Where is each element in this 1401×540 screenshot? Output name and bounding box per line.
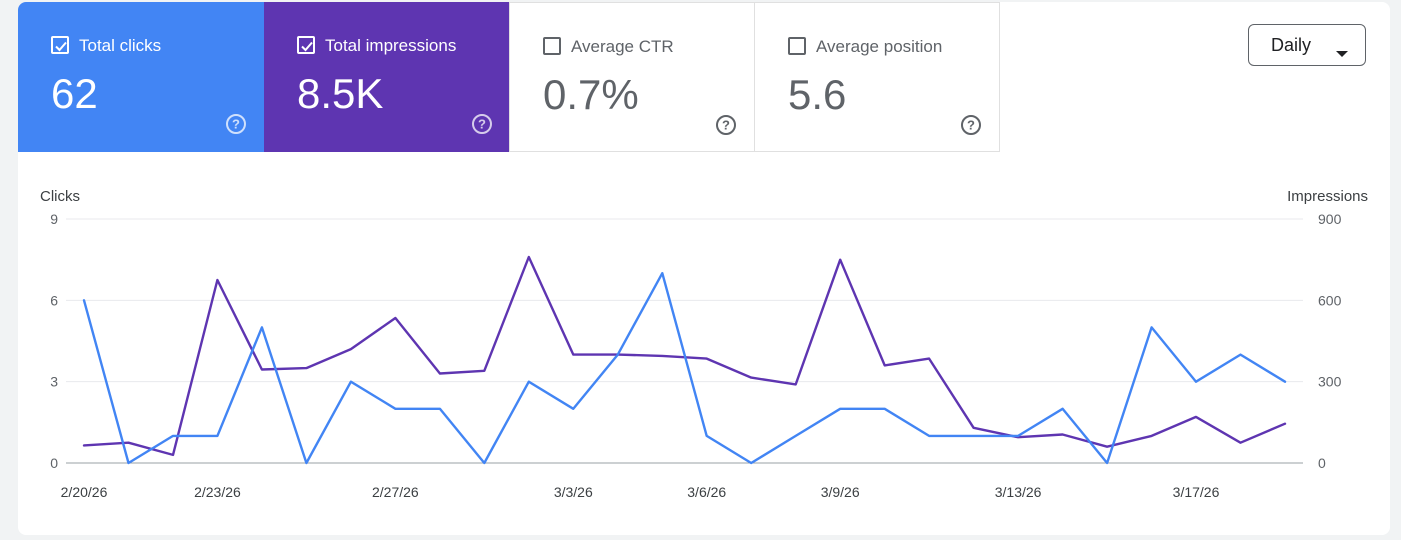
period-select-label: Daily (1271, 35, 1312, 55)
performance-chart: Clicks Impressions 0 3 6 9 0 300 600 900 2/20/… (40, 188, 1368, 500)
left-tick-label: 9 (50, 211, 58, 227)
left-tick-label: 6 (50, 292, 58, 308)
help-icon[interactable]: ? (960, 114, 982, 141)
right-axis-label: Impressions (1287, 188, 1368, 205)
metric-value: 62 (51, 70, 98, 117)
total-clicks-line (82, 271, 1287, 465)
metric-label: Total impressions (325, 36, 457, 55)
checkbox-unchecked-icon[interactable] (543, 37, 561, 55)
help-icon[interactable]: ? (715, 114, 737, 141)
performance-card: Total clicks 62 ? Total impressions 8.5K… (18, 2, 1390, 535)
x-tick-label: 3/17/26 (1173, 484, 1220, 500)
period-select[interactable]: Daily (1248, 24, 1366, 66)
metric-label: Average CTR (571, 37, 674, 56)
x-tick-label: 3/3/26 (554, 484, 593, 500)
checkbox-unchecked-icon[interactable] (788, 37, 806, 55)
left-axis-label: Clicks (40, 188, 80, 205)
right-tick-label: 300 (1318, 374, 1342, 390)
svg-text:?: ? (478, 117, 486, 132)
metric-label: Average position (816, 37, 943, 56)
right-tick-label: 600 (1318, 292, 1342, 308)
help-icon[interactable]: ? (225, 113, 247, 140)
svg-text:?: ? (722, 118, 730, 133)
right-tick-label: 0 (1318, 455, 1326, 471)
left-tick-label: 0 (50, 455, 58, 471)
metric-value: 0.7% (543, 71, 639, 118)
x-tick-label: 2/23/26 (194, 484, 241, 500)
metric-label: Total clicks (79, 36, 162, 55)
x-tick-label: 2/27/26 (372, 484, 419, 500)
svg-text:?: ? (967, 118, 975, 133)
x-tick-label: 3/6/26 (687, 484, 726, 500)
metric-value: 8.5K (297, 70, 384, 117)
caret-down-icon (1335, 42, 1349, 63)
left-tick-label: 3 (50, 374, 58, 390)
x-tick-label: 2/20/26 (61, 484, 108, 500)
right-tick-label: 900 (1318, 211, 1342, 227)
x-tick-label: 3/13/26 (995, 484, 1042, 500)
checkbox-checked-icon[interactable] (297, 36, 315, 54)
metric-tile-average-ctr[interactable]: Average CTR 0.7% ? (509, 2, 755, 152)
metric-value: 5.6 (788, 71, 847, 118)
help-icon[interactable]: ? (471, 113, 493, 140)
x-tick-label: 3/9/26 (821, 484, 860, 500)
svg-text:?: ? (232, 117, 240, 132)
metric-tile-total-impressions[interactable]: Total impressions 8.5K ? (264, 2, 510, 152)
metric-tile-average-position[interactable]: Average position 5.6 ? (754, 2, 1000, 152)
metric-tile-total-clicks[interactable]: Total clicks 62 ? (18, 2, 264, 152)
checkbox-checked-icon[interactable] (51, 36, 69, 54)
